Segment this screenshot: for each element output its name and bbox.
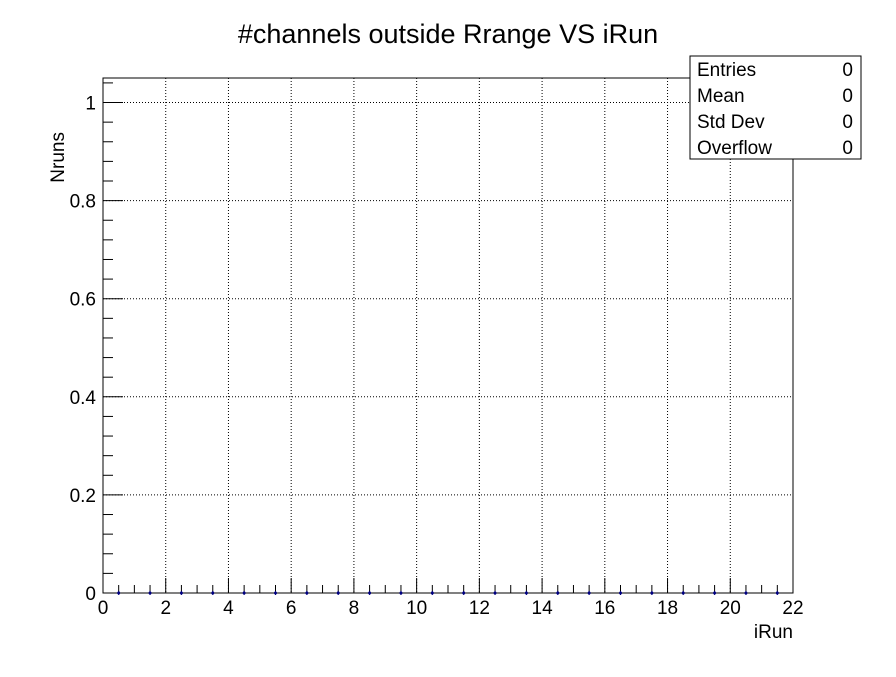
y-tick-labels: 0 0.2 0.4 0.6 0.8 1 [70,94,97,605]
x-tick-label: 12 [469,598,490,619]
stats-value: 0 [842,60,853,81]
x-tick-label: 10 [406,598,427,619]
stats-label: Std Dev [697,112,765,133]
y-tick-label: 0.4 [70,388,97,409]
x-tick-label: 14 [532,598,554,619]
axis-ticks [102,82,794,594]
x-tick-label: 16 [594,598,615,619]
data-point-marker [619,591,622,595]
stats-box-frame [689,55,862,160]
x-tick-labels: 0 2 4 6 8 10 12 14 16 18 20 22 [98,598,804,619]
grid-lines [103,78,793,593]
y-tick-label: 1 [85,94,96,115]
y-tick-label: 0.6 [70,290,96,311]
y-tick-label: 0.2 [70,486,96,507]
x-tick-label: 18 [657,598,678,619]
data-point-marker [305,591,309,595]
chart-title: #channels outside Rrange VS iRun [238,19,658,49]
data-point-marker [493,591,497,595]
x-tick-label: 22 [782,598,803,619]
stats-value: 0 [842,138,853,159]
data-point-marker [399,591,403,595]
data-point-marker [681,591,685,595]
data-point-marker [430,591,434,595]
x-tick-label: 4 [223,598,234,619]
data-point-marker [744,591,748,595]
x-tick-label: 6 [286,598,297,619]
data-point-marker [179,591,183,595]
data-point-marker [274,591,277,595]
data-point-marker [336,591,340,595]
stats-label: Mean [697,86,745,107]
data-point-marker [242,591,246,595]
data-point-marker [650,591,654,595]
data-point-marker [211,591,215,595]
stats-value: 0 [842,112,853,133]
stats-label: Overflow [697,138,772,159]
x-axis-label: iRun [754,622,793,643]
data-points [117,591,779,595]
stats-rows: Entries 0 Mean 0 Std Dev 0 Overflow 0 [697,60,853,159]
data-point-marker [368,591,372,595]
y-tick-label: 0 [85,584,96,605]
x-tick-label: 8 [349,598,360,619]
y-tick-label: 0.8 [70,192,96,213]
data-point-marker [524,591,528,595]
x-tick-label: 2 [160,598,171,619]
data-point-marker [775,591,779,595]
x-tick-label: 0 [98,598,109,619]
data-point-marker [117,591,121,595]
stats-label: Entries [697,60,756,81]
data-point-marker [713,591,717,595]
data-point-marker [556,591,560,595]
data-point-marker [587,591,591,595]
stats-value: 0 [842,86,853,107]
x-tick-label: 20 [720,598,741,619]
y-axis-label: Nruns [48,132,69,183]
stats-box: Entries 0 Mean 0 Std Dev 0 Overflow 0 [689,55,862,160]
data-point-marker [148,591,152,595]
data-point-marker [462,591,466,595]
